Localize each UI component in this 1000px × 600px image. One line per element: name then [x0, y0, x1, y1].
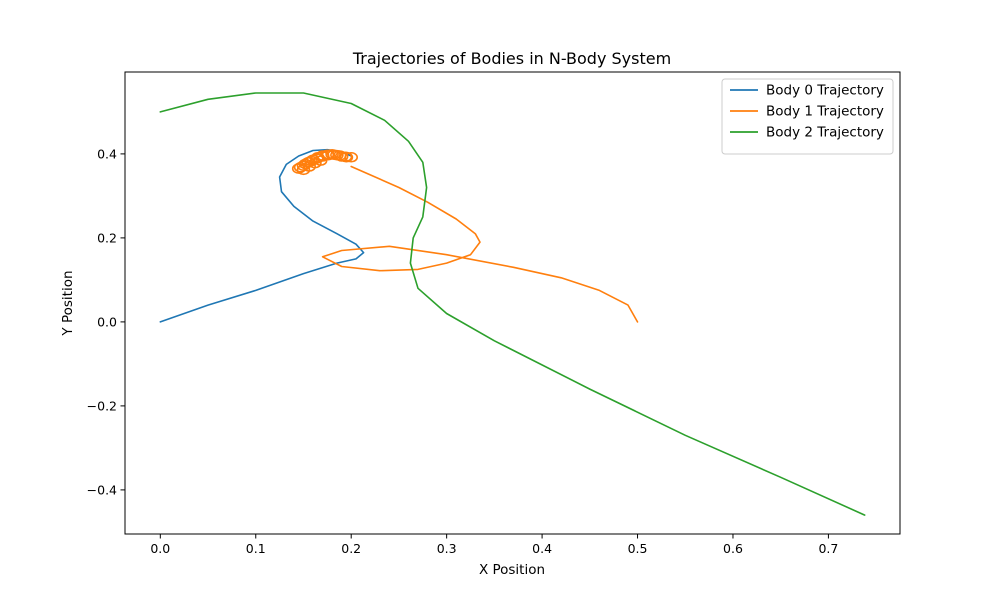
- series-line-1: [321, 165, 639, 323]
- cluster-loop: [338, 151, 353, 163]
- series-line-2: [159, 92, 866, 516]
- x-tick-label: 0.7: [818, 541, 838, 556]
- series-line-0: [159, 148, 365, 323]
- x-tick-label: 0.3: [437, 541, 457, 556]
- x-axis-label: X Position: [479, 562, 545, 578]
- y-axis-label: Y Position: [60, 270, 76, 336]
- legend: Body 0 Trajectory Body 1 Trajectory Body 2…: [721, 78, 894, 155]
- legend-label: Body 1 Trajectory: [766, 104, 884, 120]
- series-layer: [159, 92, 866, 516]
- y-tick-label: 0.0: [97, 314, 117, 329]
- x-tick-label: 0.1: [246, 541, 266, 556]
- y-tick-label: −0.2: [87, 398, 117, 413]
- cluster-loop: [293, 162, 308, 173]
- legend-label: Body 2 Trajectory: [766, 125, 884, 141]
- legend-label: Body 0 Trajectory: [766, 83, 884, 99]
- x-tick-label: 0.5: [628, 541, 648, 556]
- y-tick-label: 0.4: [97, 146, 117, 161]
- x-tick-label: 0.0: [150, 541, 170, 556]
- x-tick-label: 0.4: [532, 541, 552, 556]
- chart-title: Trajectories of Bodies in N-Body System: [352, 49, 671, 68]
- y-tick-label: −0.4: [87, 482, 117, 497]
- plot-frame: [124, 71, 901, 535]
- x-tick-label: 0.2: [341, 541, 361, 556]
- cluster-loop: [313, 155, 328, 166]
- legend-box: [721, 78, 894, 155]
- y-tick-label: 0.2: [97, 230, 117, 245]
- y-axis: −0.4 −0.2 0.0 0.2 0.4: [87, 146, 125, 497]
- x-axis: 0.0 0.1 0.2 0.3 0.4 0.5 0.6 0.7: [150, 534, 838, 556]
- cluster-loop: [332, 150, 347, 161]
- x-tick-label: 0.6: [723, 541, 743, 556]
